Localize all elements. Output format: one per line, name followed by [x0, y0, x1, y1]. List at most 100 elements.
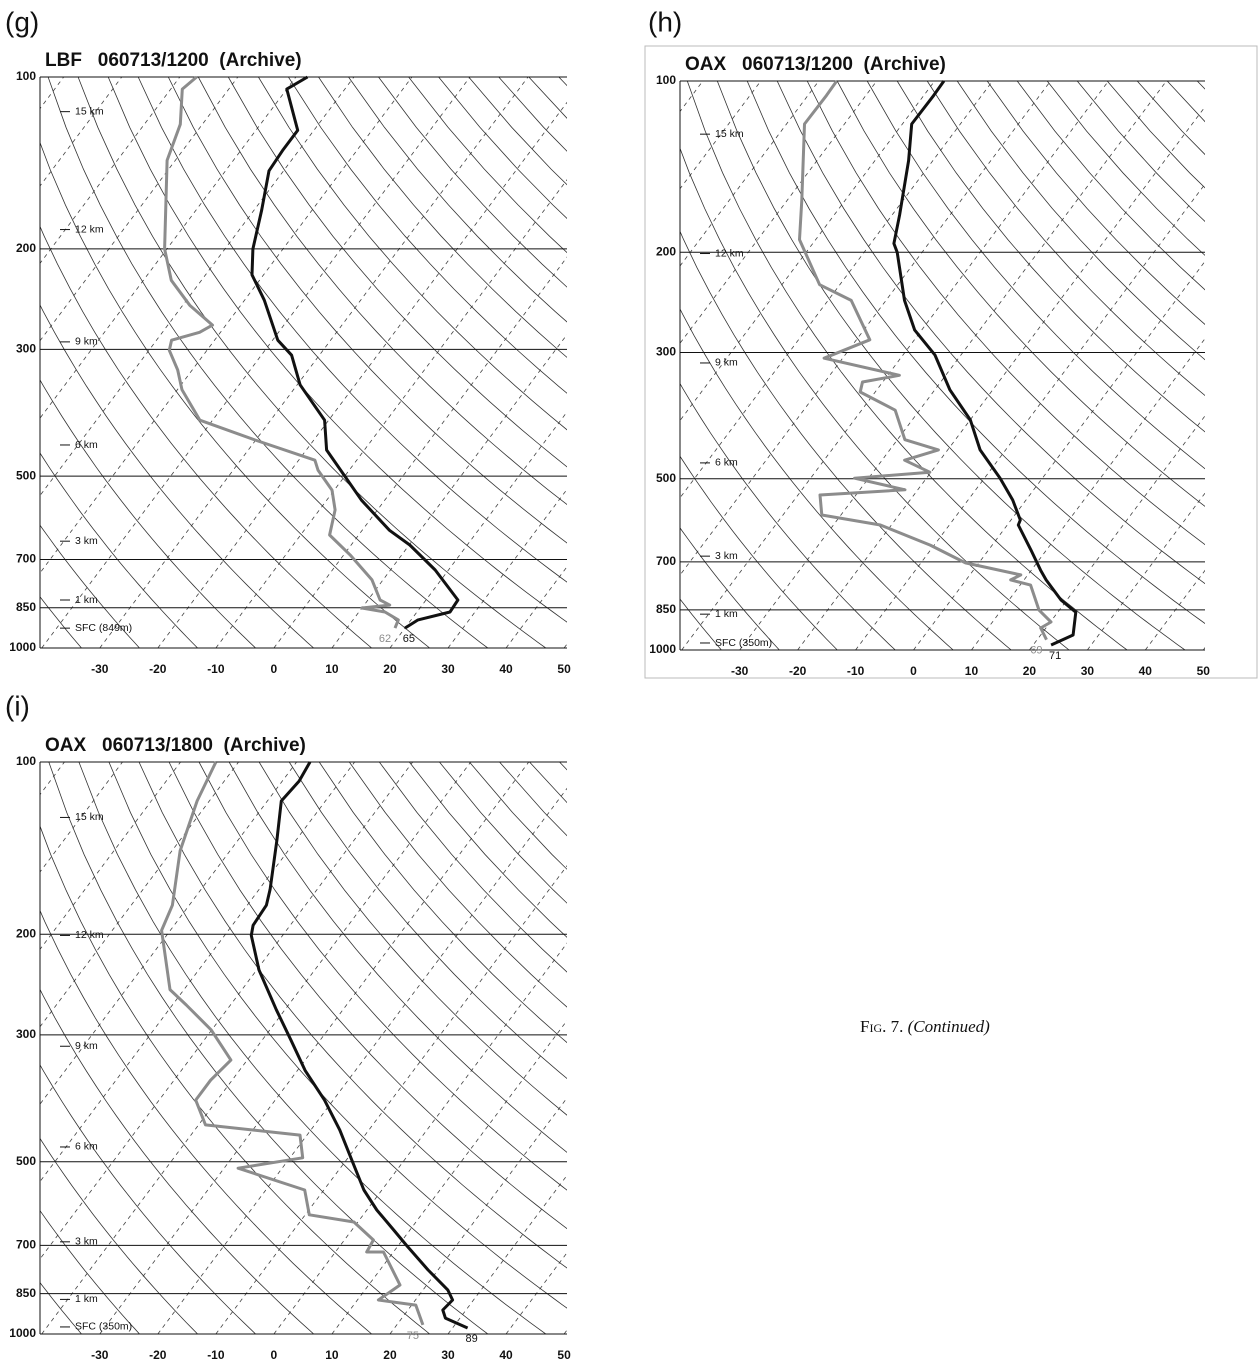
surface-value: 89 [466, 1333, 478, 1345]
y-tick-label: 300 [16, 1027, 36, 1041]
x-tick-label: -10 [207, 662, 225, 676]
dry-adiabat [40, 909, 372, 1334]
isotherm [99, 762, 530, 1334]
height-label: 15 km [75, 105, 104, 117]
dry-adiabat [167, 77, 567, 544]
dry-adiabat [866, 81, 1205, 470]
dry-adiabat [447, 81, 663, 650]
height-label: 12 km [75, 929, 104, 941]
height-label: 3 km [75, 535, 98, 547]
dry-adiabat [40, 1064, 256, 1334]
x-tick-label: 30 [441, 1348, 455, 1361]
dry-adiabat [138, 762, 567, 1269]
background [0, 762, 567, 1334]
height-label: 1 km [715, 608, 738, 620]
x-tick-label: 20 [1023, 664, 1037, 678]
isotherm [40, 762, 123, 873]
isotherm [739, 81, 1167, 650]
dry-adiabat [1136, 81, 1205, 156]
surface-value: 71 [1049, 650, 1061, 662]
dry-adiabat [1166, 81, 1205, 123]
dry-adiabat [378, 762, 567, 973]
dry-adiabat [680, 308, 954, 650]
dry-adiabat [288, 762, 567, 1080]
isotherm [855, 183, 1205, 650]
y-tick-label: 200 [16, 241, 36, 255]
isotherm [41, 77, 471, 648]
panel-label: (i) [5, 690, 30, 721]
isotherm [680, 81, 935, 422]
x-tick-label: -20 [789, 664, 807, 678]
isotherm [160, 81, 587, 650]
x-tick-label: 30 [1081, 664, 1095, 678]
dry-adiabat [198, 762, 567, 1191]
x-tick-label: 40 [499, 1348, 513, 1361]
isotherm [40, 762, 239, 1028]
isotherm [563, 1329, 567, 1334]
dry-adiabat [40, 141, 430, 648]
dry-adiabat [78, 762, 547, 1334]
dry-adiabat [1046, 81, 1205, 256]
height-label: 3 km [715, 550, 738, 562]
isotherm [1087, 492, 1205, 650]
isotherm [44, 81, 471, 650]
isotherm [40, 77, 297, 419]
x-tick-label: -30 [731, 664, 749, 678]
dry-adiabat [746, 81, 1205, 624]
y-tick-label: 700 [16, 552, 36, 566]
surface-value: 65 [403, 633, 415, 645]
isotherm [40, 77, 123, 187]
dry-adiabat [806, 81, 1205, 546]
x-tick-label: 30 [441, 662, 455, 676]
dry-adiabat [348, 77, 567, 323]
isotherm [40, 762, 181, 951]
dry-adiabat [986, 81, 1205, 325]
dry-adiabat [680, 455, 838, 650]
chart-title: OAX 060713/1200 (Archive) [685, 54, 946, 75]
dry-adiabat [1016, 81, 1205, 291]
x-tick-label: -30 [91, 662, 109, 676]
isotherm [331, 1019, 567, 1334]
caption: Fig. 7. (Continued) [860, 1017, 990, 1036]
isotherm [680, 81, 993, 499]
panel-label: (g) [5, 6, 39, 37]
isotherm [680, 81, 704, 113]
panel-frame [644, 45, 1258, 679]
height-label: 6 km [75, 1141, 98, 1153]
dry-adiabat [408, 762, 567, 938]
profile-line [892, 80, 1078, 647]
background [44, 81, 1205, 650]
y-tick-label: 300 [16, 342, 36, 356]
chart-title: LBF 060713/1200 (Archive) [45, 50, 302, 71]
x-tick-label: -20 [149, 1348, 167, 1361]
y-tick-label: 850 [16, 600, 36, 614]
height-label: 15 km [75, 811, 104, 823]
height-label: 6 km [715, 457, 738, 469]
dry-adiabat [40, 596, 82, 648]
isotherm [680, 81, 820, 267]
isotherm [971, 337, 1205, 650]
dry-adiabat [137, 77, 567, 583]
y-tick-label: 500 [16, 1154, 36, 1168]
dry-adiabat [318, 77, 567, 358]
isotherm [0, 762, 6, 1334]
isotherm [681, 81, 1109, 650]
height-label: 12 km [715, 247, 744, 259]
surface-value: 62 [379, 633, 391, 645]
isotherm [1202, 647, 1205, 650]
dry-adiabat [168, 762, 567, 1230]
dry-adiabat [469, 762, 567, 870]
isotherm [1144, 569, 1205, 650]
dry-adiabat [776, 81, 1205, 585]
dry-adiabat [439, 762, 567, 904]
y-tick-label: 850 [656, 602, 676, 616]
dry-adiabat [318, 762, 567, 1044]
height-label: SFC (350m) [75, 1321, 132, 1333]
x-tick-label: 0 [271, 662, 278, 676]
isotherm [680, 81, 1051, 576]
isotherm [40, 77, 413, 574]
height-label: SFC (849m) [75, 622, 132, 634]
isotherm [157, 101, 567, 648]
profile-line [250, 75, 460, 630]
